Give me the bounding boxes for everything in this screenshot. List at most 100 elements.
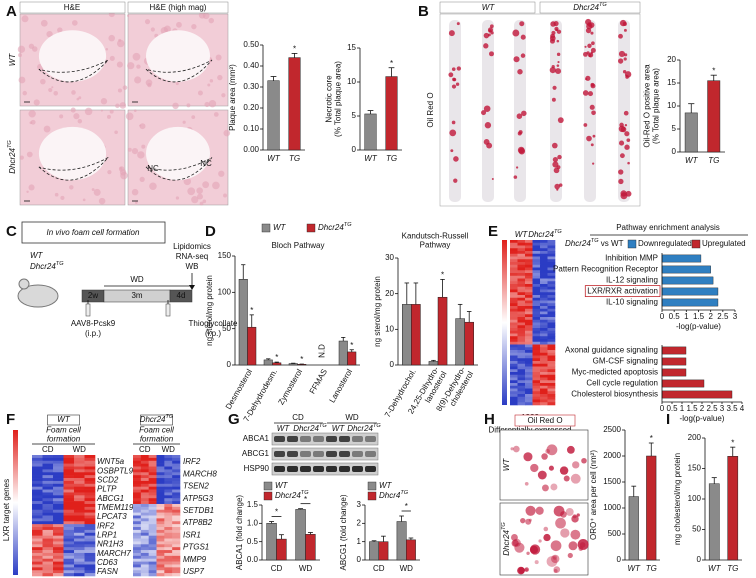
heatmap-cell <box>74 532 85 536</box>
heatmap-cell <box>32 558 43 562</box>
tissue-speck <box>115 103 120 109</box>
error-bar <box>278 534 284 540</box>
assay-label: Lipidomics <box>173 242 211 251</box>
heatmap-cell <box>532 311 541 315</box>
panel-label: G <box>228 411 240 428</box>
heatmap-cell <box>510 383 518 387</box>
tissue-speck <box>116 61 123 68</box>
heatmap-cell <box>172 529 181 534</box>
heatmap-cell <box>510 297 518 301</box>
tissue-speck <box>213 112 219 117</box>
heatmap-cell <box>517 248 526 252</box>
heatmap-cell <box>547 330 556 334</box>
injection-label: (i.p.) <box>85 329 101 338</box>
column-header: WT <box>482 3 496 12</box>
foam-cell <box>513 445 520 453</box>
bar <box>661 276 714 285</box>
group-label: Dhcr24TG <box>528 229 562 239</box>
y-tick-label: 5 <box>672 124 677 133</box>
heatmap-cell <box>74 550 85 554</box>
heatmap-cell <box>140 564 149 568</box>
heatmap-cell <box>547 325 556 329</box>
heatmap-cell <box>63 506 75 511</box>
y-tick-label: 0 <box>672 147 677 156</box>
heatmap-cell <box>84 515 96 519</box>
error-bar <box>291 53 298 58</box>
foam-cell <box>545 449 550 454</box>
heatmap-cell <box>517 284 526 288</box>
heatmap-cell <box>63 567 75 571</box>
lipid-stain <box>590 47 596 53</box>
aorta <box>618 20 630 202</box>
heatmap-cell <box>148 564 157 568</box>
lipid-stain <box>582 90 589 96</box>
heatmap-cell <box>172 460 181 464</box>
tissue-speck <box>202 12 210 20</box>
x-tick-label: 2.5 <box>706 404 718 413</box>
heatmap-cell <box>140 478 149 482</box>
heatmap-cell <box>517 275 526 279</box>
lipid-stain <box>552 85 557 90</box>
tissue-speck <box>144 19 151 25</box>
heatmap-cell <box>32 564 43 568</box>
heatmap-cell <box>156 478 165 482</box>
heatmap-cell <box>156 564 165 568</box>
heatmap-cell <box>525 259 533 263</box>
legend-label: Dhcr4TG <box>379 490 409 500</box>
tissue-speck <box>100 98 108 105</box>
bar <box>263 359 273 366</box>
bar <box>661 379 705 388</box>
blot-band <box>326 451 337 457</box>
heatmap-cell <box>148 521 157 525</box>
heatmap-cell <box>42 573 54 577</box>
bar <box>385 76 398 151</box>
lumen <box>38 30 107 82</box>
heatmap-cell <box>547 284 556 288</box>
gene-label: NR1H3 <box>97 540 124 549</box>
y-tick-label: 1500 <box>603 477 621 486</box>
heatmap-cell <box>74 564 85 568</box>
lipid-stain <box>512 29 520 37</box>
heatmap-cell <box>547 396 556 400</box>
lipid-stain <box>451 120 456 125</box>
y-tick-label: 0.0 <box>247 555 259 564</box>
heatmap-cell <box>164 561 173 565</box>
heatmap-cell <box>517 352 526 356</box>
heatmap-cell <box>517 347 526 351</box>
lipid-stain <box>622 70 627 74</box>
heatmap-cell <box>510 385 518 389</box>
bar <box>661 287 719 296</box>
heatmap-cell <box>53 480 64 485</box>
heatmap-cell <box>547 242 556 246</box>
heatmap-cell <box>63 524 75 528</box>
heatmap-cell <box>172 478 181 482</box>
heatmap-cell <box>140 512 149 516</box>
tissue-speck <box>108 34 115 42</box>
heatmap-cell <box>133 527 142 531</box>
tissue-speck <box>172 102 179 110</box>
lipid-stain <box>585 77 588 81</box>
heatmap-cell <box>148 483 157 487</box>
tissue-speck <box>18 76 26 84</box>
lipid-stain <box>587 91 594 97</box>
bar <box>288 57 301 151</box>
heatmap-cell <box>517 396 526 400</box>
heatmap-cell <box>525 278 533 282</box>
heatmap-cell <box>140 492 149 496</box>
heatmap-cell <box>172 466 181 470</box>
heatmap-cell <box>133 503 142 508</box>
heatmap-cell <box>53 472 64 476</box>
blot-band <box>300 451 311 457</box>
heatmap-cell <box>84 466 96 470</box>
heatmap-cell <box>532 372 541 376</box>
bar <box>708 483 720 561</box>
heatmap-cell <box>156 555 165 560</box>
heatmap-cell <box>525 240 533 244</box>
heatmap-cell <box>84 478 96 482</box>
group-header: Dhcr24TG <box>140 414 174 424</box>
injection-label: (i.p.) <box>205 329 221 338</box>
heatmap-cell <box>32 463 43 467</box>
y-tick-label: 0 <box>617 555 622 564</box>
heatmap-cell <box>547 275 556 279</box>
